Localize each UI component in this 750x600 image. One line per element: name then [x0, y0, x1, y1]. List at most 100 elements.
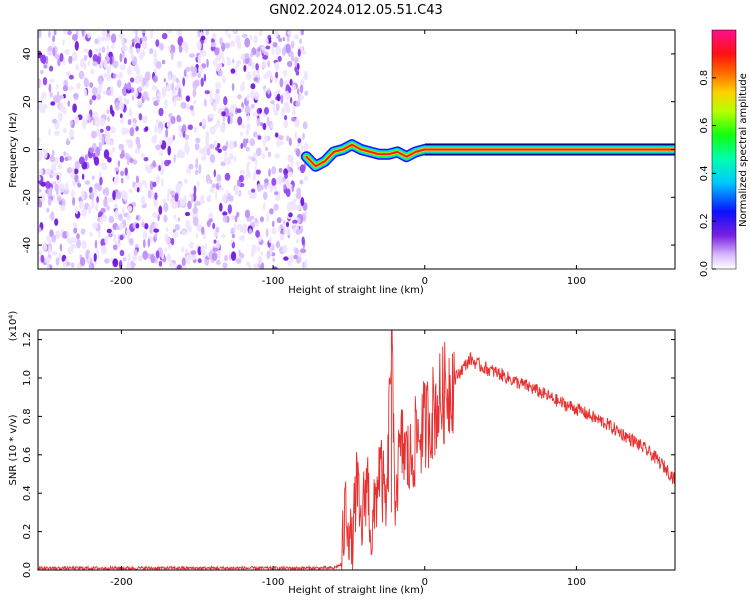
noise-speck: [56, 195, 62, 202]
noise-speck: [294, 60, 298, 68]
x-tick-label: -200: [110, 577, 133, 588]
noise-speck: [83, 63, 87, 70]
noise-speck: [83, 54, 88, 61]
noise-speck: [279, 224, 284, 230]
noise-speck: [135, 136, 141, 145]
noise-speck: [294, 118, 300, 128]
noise-speck: [83, 48, 89, 53]
noise-speck: [152, 211, 158, 219]
noise-speck: [253, 77, 259, 82]
noise-speck: [153, 223, 159, 228]
noise-speck: [175, 77, 180, 83]
noise-speck: [103, 73, 107, 78]
noise-speck: [257, 69, 260, 78]
noise-speck: [141, 221, 145, 228]
noise-speck: [153, 197, 158, 207]
noise-speck: [303, 142, 309, 152]
noise-speck: [185, 66, 191, 72]
noise-speck: [189, 105, 194, 111]
noise-speck: [241, 224, 247, 234]
noise-speck: [240, 106, 244, 112]
noise-speck: [247, 113, 250, 122]
noise-speck: [176, 264, 183, 269]
noise-speck: [263, 191, 268, 200]
noise-speck: [39, 81, 43, 87]
y-tick-label: 0.8: [22, 408, 33, 424]
noise-speck: [201, 118, 207, 127]
noise-speck: [117, 160, 121, 168]
noise-speck: [94, 117, 101, 127]
noise-speck: [114, 209, 119, 219]
noise-speck: [286, 226, 291, 236]
noise-speck: [222, 262, 228, 269]
noise-speck: [233, 103, 237, 109]
noise-speck: [276, 89, 281, 95]
noise-speck: [271, 166, 277, 175]
noise-speck: [288, 212, 293, 218]
noise-speck: [155, 39, 160, 47]
noise-speck: [296, 62, 300, 71]
noise-speck: [97, 75, 103, 85]
noise-speck: [142, 231, 148, 240]
noise-speck: [52, 194, 56, 203]
noise-speck: [83, 78, 90, 87]
noise-speck: [248, 263, 251, 269]
noise-speck: [92, 61, 98, 67]
noise-speck: [195, 157, 198, 168]
noise-speck: [284, 103, 290, 112]
noise-speck: [280, 94, 284, 104]
noise-speck: [132, 118, 137, 124]
noise-speck: [118, 73, 123, 79]
noise-speck: [102, 188, 106, 195]
noise-speck: [211, 32, 217, 40]
y-tick-label: -40: [22, 237, 33, 253]
noise-speck: [256, 118, 261, 127]
noise-speck: [92, 118, 96, 126]
noise-speck: [85, 250, 89, 260]
spectrogram-noise: [38, 30, 309, 269]
noise-speck: [285, 188, 291, 197]
noise-speck: [108, 233, 113, 238]
y-tick-label: 0.6: [22, 447, 33, 463]
noise-speck: [206, 147, 211, 156]
noise-speck: [230, 239, 234, 244]
noise-speck: [292, 106, 296, 114]
noise-speck: [244, 209, 251, 219]
noise-speck: [223, 157, 230, 163]
noise-speck: [161, 87, 167, 98]
noise-speck: [167, 45, 171, 52]
noise-speck: [203, 73, 207, 82]
noise-speck: [167, 145, 171, 156]
noise-speck: [246, 122, 251, 132]
noise-speck: [117, 234, 121, 245]
noise-speck: [130, 52, 134, 61]
noise-speck: [107, 197, 114, 203]
noise-speck: [271, 177, 277, 186]
noise-speck: [111, 43, 116, 49]
noise-speck: [250, 52, 254, 58]
noise-speck: [187, 124, 193, 130]
noise-speck: [79, 257, 86, 267]
noise-speck: [163, 214, 168, 223]
noise-speck: [257, 244, 261, 252]
noise-speck: [266, 250, 271, 259]
noise-speck: [205, 132, 210, 142]
noise-speck: [56, 188, 59, 196]
noise-speck: [99, 128, 104, 133]
noise-speck: [240, 84, 245, 92]
noise-speck: [101, 30, 107, 37]
noise-speck: [80, 190, 85, 201]
noise-speck: [222, 145, 228, 151]
noise-speck: [255, 169, 261, 175]
noise-speck: [257, 47, 261, 52]
noise-speck: [271, 220, 275, 228]
snr-y-label: SNR (10 * v/v): [8, 414, 19, 485]
noise-speck: [119, 64, 126, 71]
noise-speck: [74, 40, 79, 51]
noise-speck: [291, 185, 294, 193]
noise-speck: [101, 162, 107, 171]
noise-speck: [62, 39, 65, 46]
noise-speck: [88, 49, 93, 58]
noise-speck: [100, 36, 106, 42]
x-tick-label: 0: [422, 276, 428, 287]
